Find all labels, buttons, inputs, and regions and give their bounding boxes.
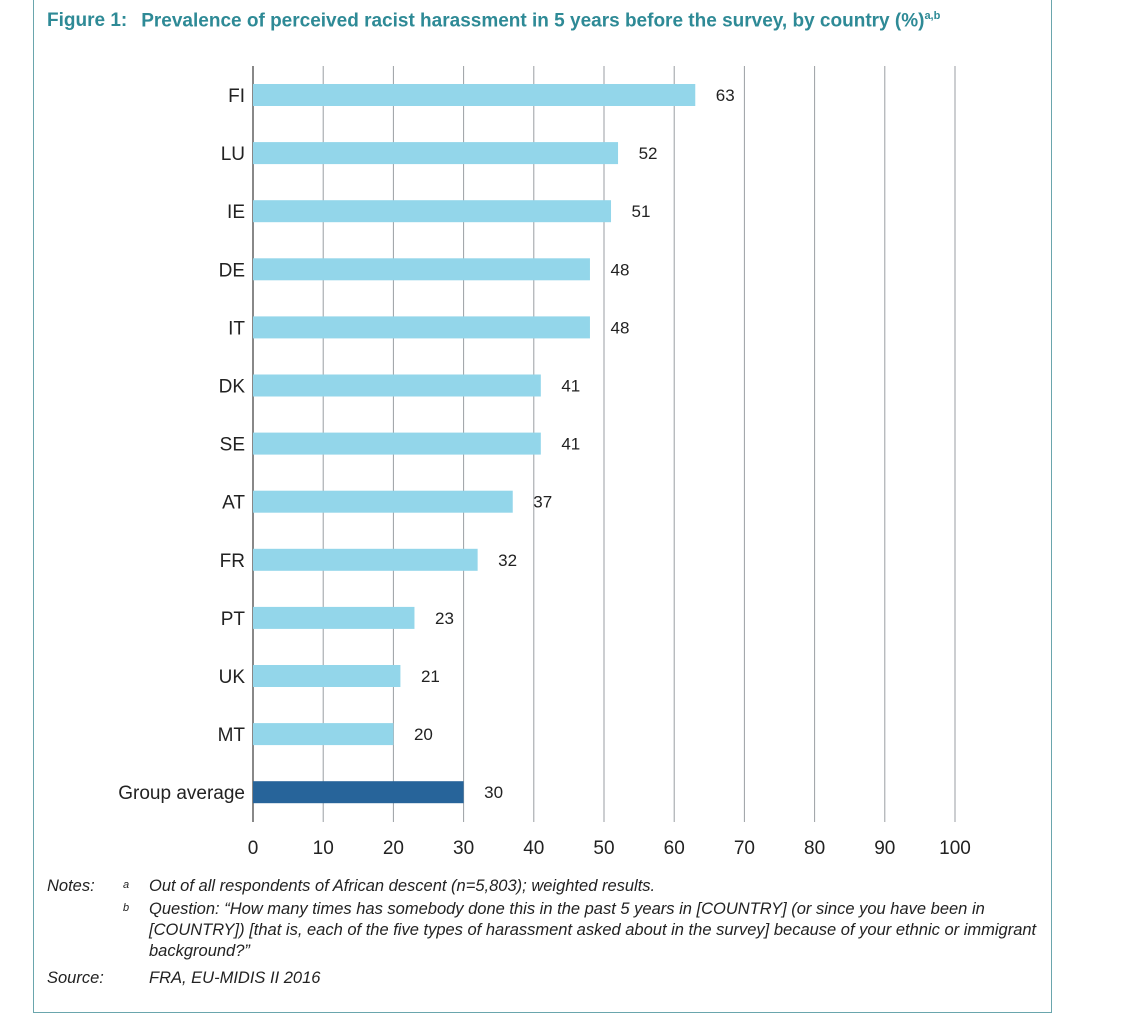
note-a-text: Out of all respondents of African descen… — [149, 877, 656, 895]
note-b-text: Question: “How many times has somebody d… — [149, 900, 1037, 960]
x-tick-label-60: 60 — [664, 838, 685, 859]
note-b: b Question: “How many times has somebody… — [47, 899, 1047, 962]
value-label-group-average: 30 — [484, 783, 503, 802]
figure-title: Figure 1: Prevalence of perceived racist … — [47, 10, 940, 32]
category-label-fi: FI — [228, 86, 245, 107]
bar-ie — [253, 200, 612, 223]
bar-uk — [253, 665, 401, 687]
category-label-pt: PT — [221, 609, 246, 630]
category-label-lu: LU — [221, 144, 245, 165]
category-label-fr: FR — [220, 551, 245, 572]
x-tick-label-100: 100 — [939, 838, 971, 859]
notes-label: Notes: — [47, 877, 95, 895]
figure-title-superscript: a,b — [924, 10, 941, 22]
bar-chart: 0 10 20 30 40 50 60 70 80 90 100 FI 63 LU 52 IE 51 DE 48 IT… — [118, 66, 971, 859]
value-label-uk: 21 — [421, 667, 440, 686]
value-label-pt: 23 — [435, 609, 454, 628]
x-tick-label-30: 30 — [453, 838, 474, 859]
bar-se — [253, 432, 541, 455]
bar-at — [253, 490, 513, 513]
category-label-it: IT — [228, 318, 245, 339]
value-label-lu: 52 — [639, 144, 658, 163]
bar-it — [253, 316, 590, 339]
value-label-mt: 20 — [414, 725, 433, 744]
value-label-fr: 32 — [498, 551, 517, 570]
value-label-at: 37 — [533, 493, 552, 512]
figure-frame — [33, 0, 1052, 1013]
bar-dk — [253, 374, 541, 397]
note-a-mark: a — [123, 879, 130, 891]
value-label-ie: 51 — [632, 202, 651, 221]
bar-de — [253, 258, 590, 281]
category-label-de: DE — [219, 260, 245, 281]
x-tick-label-20: 20 — [383, 838, 404, 859]
bar-fi — [253, 84, 696, 106]
category-label-se: SE — [220, 435, 245, 456]
bar-mt — [253, 723, 394, 746]
category-label-ie: IE — [227, 202, 245, 223]
bar-pt — [253, 606, 415, 629]
bar-lu — [253, 142, 619, 165]
source-row: Source: FRA, EU-MIDIS II 2016 — [47, 968, 1047, 989]
figure-title-text: Prevalence of perceived racist harassmen… — [141, 10, 925, 32]
x-tick-label-40: 40 — [523, 838, 544, 859]
category-label-mt: MT — [218, 725, 246, 746]
value-label-it: 48 — [610, 318, 629, 337]
value-label-se: 41 — [561, 435, 580, 454]
x-tick-label-70: 70 — [734, 838, 755, 859]
x-tick-label-0: 0 — [248, 838, 259, 859]
notes-section: Notes: a Out of all respondents of Afric… — [47, 876, 1047, 989]
category-label-dk: DK — [219, 377, 246, 398]
category-label-at: AT — [222, 493, 245, 514]
x-tick-label-80: 80 — [804, 838, 825, 859]
x-tick-label-90: 90 — [874, 838, 895, 859]
note-a: Notes: a Out of all respondents of Afric… — [47, 876, 1047, 897]
source-label: Source: — [47, 969, 104, 987]
value-label-de: 48 — [610, 260, 629, 279]
note-b-mark: b — [123, 902, 130, 914]
source-text: FRA, EU-MIDIS II 2016 — [149, 969, 321, 987]
x-tick-label-50: 50 — [593, 838, 614, 859]
category-label-group-average: Group average — [118, 783, 245, 804]
value-label-fi: 63 — [716, 86, 735, 105]
value-label-dk: 41 — [561, 377, 580, 396]
x-tick-label-10: 10 — [313, 838, 334, 859]
bar-fr — [253, 548, 478, 571]
bar-group-average — [253, 781, 464, 804]
figure-label: Figure 1: — [47, 10, 128, 32]
category-label-uk: UK — [219, 667, 246, 688]
